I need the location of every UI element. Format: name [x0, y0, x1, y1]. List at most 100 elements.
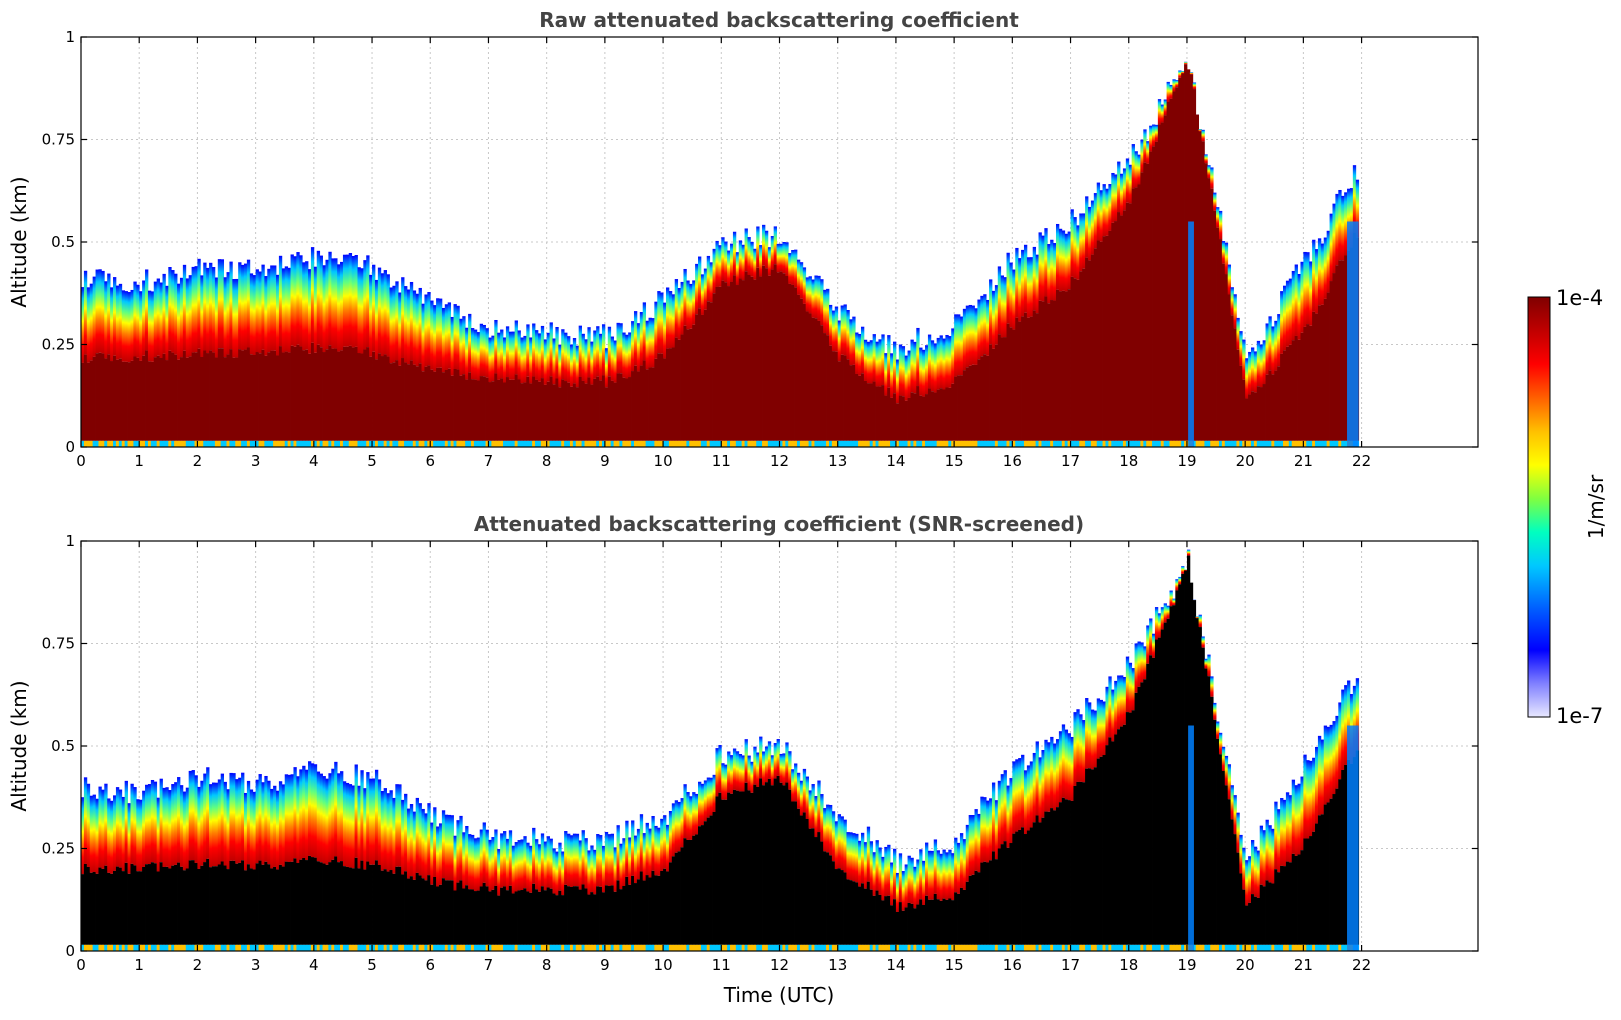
heatmap-core: [500, 378, 504, 441]
heatmap-ground: [599, 440, 603, 447]
heatmap-core: [316, 344, 321, 441]
heatmap-cell: [680, 798, 684, 848]
heatmap-ground: [587, 944, 591, 951]
x-tick-label: 8: [542, 956, 552, 974]
heatmap-core: [1288, 344, 1293, 441]
heatmap-core: [1163, 115, 1167, 441]
heatmap-core: [1090, 769, 1095, 945]
heatmap-ground: [1329, 944, 1333, 951]
heatmap-cell: [1070, 736, 1074, 801]
heatmap-ground: [1224, 944, 1229, 951]
heatmap-cell: [479, 323, 484, 377]
heatmap-ground: [162, 944, 166, 951]
heatmap-core: [1294, 335, 1298, 441]
heatmap-ground: [738, 944, 743, 951]
heatmap-core: [840, 354, 844, 441]
heatmap-cell: [965, 824, 970, 882]
heatmap-core: [893, 393, 897, 441]
heatmap-core: [689, 839, 693, 945]
heatmap-core: [267, 864, 271, 945]
heatmap-ground: [1032, 944, 1037, 951]
heatmap-core: [895, 403, 900, 441]
heatmap-cell: [491, 335, 495, 382]
panel-raw-title: Raw attenuated backscattering coefficien…: [539, 8, 1019, 32]
heatmap-cell: [98, 269, 102, 353]
heatmap-cell: [523, 335, 527, 383]
heatmap-cell: [770, 236, 775, 270]
heatmap-cell: [657, 291, 661, 354]
heatmap-core: [214, 357, 219, 441]
heatmap-core: [255, 352, 259, 441]
heatmap-cell: [1294, 264, 1298, 336]
heatmap-cell: [287, 267, 291, 353]
heatmap-ground: [878, 944, 882, 951]
heatmap-cell: [308, 269, 312, 354]
heatmap-cell: [273, 785, 277, 867]
heatmap-core: [875, 890, 879, 945]
heatmap-core: [1073, 785, 1077, 945]
heatmap-core: [1055, 807, 1060, 945]
heatmap-ground: [273, 440, 277, 447]
heatmap-ground: [1152, 944, 1156, 951]
heatmap-cell: [156, 278, 160, 356]
heatmap-ground: [1111, 440, 1115, 447]
heatmap-core: [305, 860, 309, 945]
heatmap-ground: [220, 944, 225, 951]
heatmap-ground: [1140, 944, 1144, 951]
heatmap-cell: [625, 334, 629, 379]
heatmap-core: [380, 870, 385, 945]
heatmap-core: [113, 870, 117, 945]
heatmap-ground: [342, 944, 347, 951]
heatmap-core: [1344, 255, 1348, 441]
heatmap-cell: [1201, 636, 1205, 648]
heatmap-cell: [1090, 200, 1095, 255]
heatmap-core: [345, 866, 350, 945]
heatmap-ground: [747, 440, 751, 447]
heatmap-ground: [1111, 944, 1115, 951]
heatmap-cell: [1053, 243, 1057, 301]
heatmap-ground: [1285, 944, 1290, 951]
heatmap-core: [695, 314, 699, 441]
heatmap-cell: [613, 847, 617, 892]
heatmap-ground: [878, 440, 882, 447]
heatmap-core: [1070, 276, 1074, 441]
heatmap-core: [488, 891, 492, 945]
heatmap-ground: [794, 440, 798, 447]
heatmap-cell: [942, 849, 946, 899]
heatmap-ground: [962, 440, 967, 447]
heatmap-cell: [101, 789, 105, 869]
heatmap-core: [1335, 788, 1339, 945]
heatmap-cell: [1137, 641, 1141, 687]
heatmap-core: [430, 884, 434, 945]
heatmap-ground: [354, 944, 358, 951]
heatmap-cell: [826, 288, 830, 336]
heatmap-cell: [820, 279, 824, 326]
heatmap-core: [677, 339, 681, 441]
heatmap-core: [1178, 77, 1182, 441]
heatmap-ground: [392, 944, 396, 951]
heatmap-ground: [456, 944, 460, 951]
heatmap-core: [599, 380, 603, 441]
heatmap-cell: [211, 782, 216, 867]
heatmap-cell: [415, 293, 420, 367]
heatmap-cell: [1026, 257, 1031, 318]
heatmap-core: [654, 358, 658, 441]
heatmap-ground: [948, 440, 952, 447]
heatmap-cell: [767, 741, 772, 779]
heatmap-cell: [331, 768, 335, 860]
heatmap-cell: [671, 294, 676, 348]
heatmap-ground: [601, 440, 606, 447]
heatmap-cell: [127, 292, 131, 363]
heatmap-ground: [153, 944, 158, 951]
heatmap-core: [1323, 298, 1328, 441]
heatmap-core: [220, 348, 225, 441]
heatmap-core: [494, 885, 498, 945]
heatmap-cell: [808, 790, 812, 829]
heatmap-core: [1166, 101, 1170, 441]
heatmap-ground: [607, 440, 612, 447]
heatmap-ground: [628, 944, 632, 951]
heatmap-cell: [115, 787, 120, 867]
heatmap-cell: [142, 280, 146, 356]
heatmap-core: [1236, 349, 1240, 441]
heatmap-cell: [808, 276, 812, 314]
